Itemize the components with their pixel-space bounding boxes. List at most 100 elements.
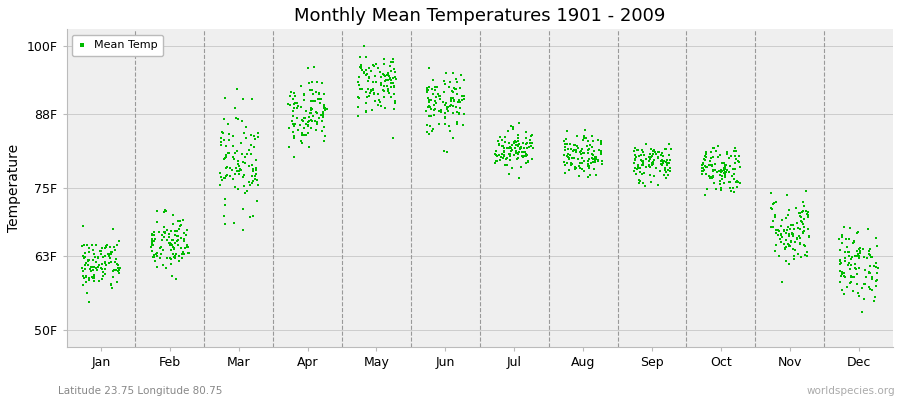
Mean Temp <box>374 103 389 109</box>
Mean Temp <box>868 294 882 300</box>
Mean Temp <box>698 163 713 170</box>
Mean Temp <box>585 144 599 151</box>
Mean Temp <box>76 282 90 288</box>
Mean Temp <box>103 251 117 257</box>
Mean Temp <box>781 241 796 247</box>
Mean Temp <box>444 96 458 102</box>
Mean Temp <box>94 265 108 271</box>
Mean Temp <box>766 201 780 208</box>
Mean Temp <box>843 273 858 280</box>
Mean Temp <box>797 252 812 258</box>
Mean Temp <box>158 229 172 235</box>
Mean Temp <box>440 104 454 110</box>
Mean Temp <box>166 251 180 257</box>
Mean Temp <box>146 242 160 248</box>
Mean Temp <box>246 166 260 172</box>
Mean Temp <box>495 151 509 157</box>
Mean Temp <box>232 166 247 172</box>
Mean Temp <box>642 158 656 164</box>
Mean Temp <box>82 277 96 283</box>
Mean Temp <box>147 252 161 258</box>
Mean Temp <box>575 166 590 173</box>
Mean Temp <box>662 160 676 166</box>
Mean Temp <box>235 151 249 158</box>
Mean Temp <box>457 96 472 102</box>
Mean Temp <box>234 140 248 146</box>
Mean Temp <box>245 96 259 102</box>
Mean Temp <box>290 105 304 111</box>
Mean Temp <box>709 186 724 192</box>
Mean Temp <box>98 258 112 265</box>
Mean Temp <box>302 122 316 128</box>
Mean Temp <box>796 224 811 230</box>
Mean Temp <box>793 213 807 219</box>
Mean Temp <box>286 105 301 112</box>
Mean Temp <box>863 254 878 260</box>
Mean Temp <box>503 151 517 158</box>
Mean Temp <box>722 179 736 186</box>
Mean Temp <box>644 146 659 152</box>
Mean Temp <box>214 142 229 148</box>
Mean Temp <box>842 249 857 256</box>
Mean Temp <box>519 140 534 146</box>
Mean Temp <box>79 274 94 280</box>
Mean Temp <box>437 78 452 84</box>
Mean Temp <box>441 84 455 90</box>
Mean Temp <box>719 162 733 168</box>
Mean Temp <box>167 254 182 261</box>
Mean Temp <box>436 98 450 105</box>
Mean Temp <box>94 266 109 272</box>
Mean Temp <box>80 258 94 264</box>
Mean Temp <box>144 238 158 244</box>
Mean Temp <box>437 81 452 87</box>
Mean Temp <box>428 87 443 93</box>
Mean Temp <box>96 272 111 279</box>
Mean Temp <box>363 73 377 80</box>
Mean Temp <box>175 255 189 261</box>
Mean Temp <box>588 156 602 162</box>
Mean Temp <box>849 266 863 272</box>
Mean Temp <box>848 261 862 268</box>
Mean Temp <box>145 232 159 239</box>
Mean Temp <box>787 252 801 259</box>
Mean Temp <box>287 132 302 139</box>
Mean Temp <box>587 147 601 154</box>
Mean Temp <box>704 162 718 168</box>
Mean Temp <box>842 253 856 260</box>
Mean Temp <box>227 156 241 162</box>
Mean Temp <box>512 149 526 155</box>
Mean Temp <box>574 151 589 157</box>
Mean Temp <box>351 78 365 85</box>
Mean Temp <box>843 272 858 279</box>
Mean Temp <box>154 251 168 257</box>
Mean Temp <box>112 264 127 271</box>
Mean Temp <box>593 150 608 156</box>
Mean Temp <box>316 114 330 120</box>
Mean Temp <box>631 180 645 186</box>
Mean Temp <box>88 242 103 248</box>
Mean Temp <box>780 227 795 233</box>
Mean Temp <box>706 168 720 174</box>
Mean Temp <box>523 140 537 146</box>
Mean Temp <box>497 144 511 151</box>
Mean Temp <box>706 180 721 186</box>
Mean Temp <box>164 261 178 267</box>
Mean Temp <box>565 160 580 167</box>
Mean Temp <box>351 112 365 119</box>
Mean Temp <box>627 157 642 163</box>
Mean Temp <box>104 285 119 292</box>
Mean Temp <box>359 54 374 60</box>
Mean Temp <box>716 176 730 183</box>
Mean Temp <box>796 229 811 235</box>
Mean Temp <box>86 274 101 280</box>
Mean Temp <box>366 63 381 69</box>
Mean Temp <box>635 162 650 168</box>
Mean Temp <box>869 235 884 241</box>
Mean Temp <box>847 238 861 244</box>
Mean Temp <box>713 178 727 184</box>
Mean Temp <box>489 148 503 154</box>
Mean Temp <box>377 71 392 78</box>
Mean Temp <box>496 143 510 150</box>
Mean Temp <box>446 87 460 94</box>
Mean Temp <box>249 170 264 177</box>
